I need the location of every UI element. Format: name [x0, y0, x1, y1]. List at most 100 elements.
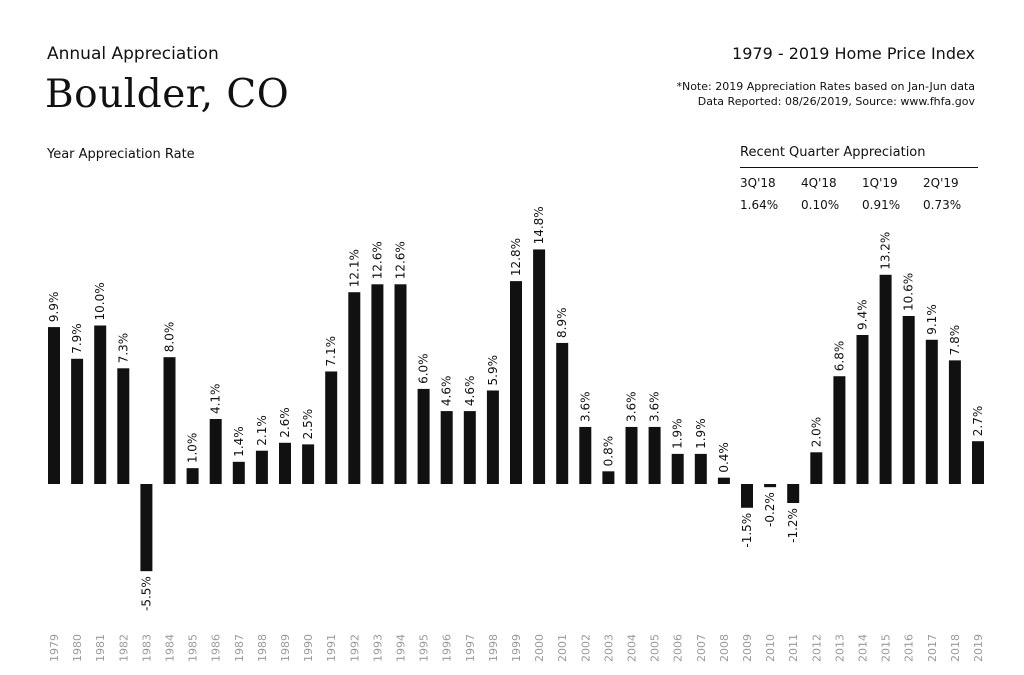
bar-2018 [948, 360, 961, 484]
x-tick-label-2002: 2002 [579, 634, 592, 662]
bar-1982 [117, 368, 130, 484]
bar-2010 [764, 484, 777, 488]
data-label-1994: 12.6% [394, 241, 408, 279]
x-tick-label-1992: 1992 [348, 634, 361, 662]
x-tick-label-1980: 1980 [71, 634, 84, 662]
note-text: *Note: 2019 Appreciation Rates based on … [676, 80, 975, 93]
bar-1997 [463, 411, 476, 484]
bar-2013 [833, 376, 846, 484]
x-tick-label-1998: 1998 [487, 634, 500, 662]
data-label-2016: 10.6% [902, 273, 916, 311]
data-label-2005: 3.6% [648, 391, 662, 422]
x-tick-label-2004: 2004 [626, 634, 639, 662]
data-label-1989: 2.6% [278, 407, 292, 438]
x-tick-label-2017: 2017 [926, 634, 939, 662]
x-tick-label-1981: 1981 [94, 634, 107, 662]
quarter-label: 2Q'19 [923, 176, 959, 190]
data-label-1999: 12.8% [509, 238, 523, 276]
x-tick-label-1989: 1989 [279, 634, 292, 662]
data-label-2019: 2.7% [971, 406, 985, 437]
data-label-1991: 7.1% [324, 336, 338, 367]
x-tick-label-1999: 1999 [510, 634, 523, 662]
data-label-2007: 1.9% [694, 418, 708, 449]
data-label-2013: 6.8% [832, 341, 846, 372]
bar-1992 [348, 292, 361, 484]
x-tick-label-1985: 1985 [187, 634, 200, 662]
data-label-2000: 14.8% [532, 206, 546, 244]
x-tick-label-2001: 2001 [556, 634, 569, 662]
x-tick-label-2014: 2014 [857, 634, 870, 662]
bar-1985 [186, 468, 199, 484]
bar-1995 [417, 388, 430, 484]
quarter-labels-row: 3Q'18 4Q'18 1Q'19 2Q'19 [740, 176, 978, 190]
x-tick-label-1987: 1987 [233, 634, 246, 662]
quarter-value: 0.10% [801, 198, 840, 212]
index-title: 1979 - 2019 Home Price Index [732, 44, 975, 63]
recent-quarter-panel: Recent Quarter Appreciation 3Q'18 4Q'18 … [740, 145, 978, 212]
bar-1986 [209, 419, 222, 484]
data-label-2004: 3.6% [625, 391, 639, 422]
bar-2017 [925, 339, 938, 484]
bar-2000 [533, 249, 546, 484]
data-label-1982: 7.3% [116, 333, 130, 364]
quarter-label: 4Q'18 [801, 176, 837, 190]
x-tick-label-2007: 2007 [695, 634, 708, 662]
data-label-2017: 9.1% [925, 304, 939, 335]
x-tick-label-2005: 2005 [649, 634, 662, 662]
y-axis-label: Year Appreciation Rate [47, 147, 195, 162]
bar-2001 [556, 342, 569, 484]
bar-1984 [163, 357, 176, 484]
data-label-1990: 2.5% [301, 409, 315, 440]
page-title: Boulder, CO [45, 72, 290, 117]
x-tick-label-2009: 2009 [741, 634, 754, 662]
quarter-values-row: 1.64% 0.10% 0.91% 0.73% [740, 198, 978, 212]
bar-2002 [579, 426, 592, 484]
data-label-1983: -5.5% [139, 576, 153, 611]
data-label-1992: 12.1% [347, 249, 361, 287]
data-label-1995: 6.0% [417, 353, 431, 384]
x-tick-label-1986: 1986 [210, 634, 223, 662]
data-label-1979: 9.9% [47, 292, 61, 323]
x-tick-label-1988: 1988 [256, 634, 269, 662]
data-label-2015: 13.2% [879, 232, 893, 270]
data-label-1988: 2.1% [255, 415, 269, 446]
recent-quarter-heading: Recent Quarter Appreciation [740, 145, 978, 168]
x-tick-label-2011: 2011 [787, 634, 800, 662]
x-tick-label-1990: 1990 [302, 634, 315, 662]
bar-1996 [440, 411, 453, 484]
x-tick-label-1996: 1996 [441, 634, 454, 662]
bar-2012 [810, 452, 823, 484]
quarter-value: 0.91% [862, 198, 901, 212]
bar-1979 [48, 327, 60, 484]
x-tick-label-2012: 2012 [810, 634, 823, 662]
data-label-2012: 2.0% [809, 417, 823, 448]
x-tick-label-1993: 1993 [371, 634, 384, 662]
quarter-value: 1.64% [740, 198, 779, 212]
data-label-1985: 1.0% [186, 433, 200, 464]
data-label-1984: 8.0% [163, 322, 177, 353]
data-label-2011: -1.2% [786, 508, 800, 543]
quarter-label: 3Q'18 [740, 176, 776, 190]
bar-2003 [602, 471, 615, 484]
data-label-1986: 4.1% [209, 384, 223, 415]
bar-2014 [856, 335, 869, 484]
x-tick-label-2015: 2015 [880, 634, 893, 662]
bar-1994 [394, 284, 407, 484]
x-tick-label-1983: 1983 [140, 634, 153, 662]
x-tick-label-2016: 2016 [903, 634, 916, 662]
bar-1991 [325, 371, 338, 484]
x-tick-label-2000: 2000 [533, 634, 546, 662]
x-tick-label-2018: 2018 [949, 634, 962, 662]
bar-1999 [510, 281, 522, 484]
bar-1998 [486, 390, 499, 484]
x-tick-label-1991: 1991 [325, 634, 338, 662]
x-tick-label-1979: 1979 [48, 634, 61, 662]
x-tick-label-1984: 1984 [164, 634, 177, 662]
data-label-2009: -1.5% [740, 513, 754, 548]
bar-2009 [741, 484, 753, 508]
x-tick-label-2013: 2013 [833, 634, 846, 662]
bar-1993 [371, 284, 384, 484]
bar-1987 [232, 461, 245, 484]
bar-2006 [671, 453, 684, 484]
